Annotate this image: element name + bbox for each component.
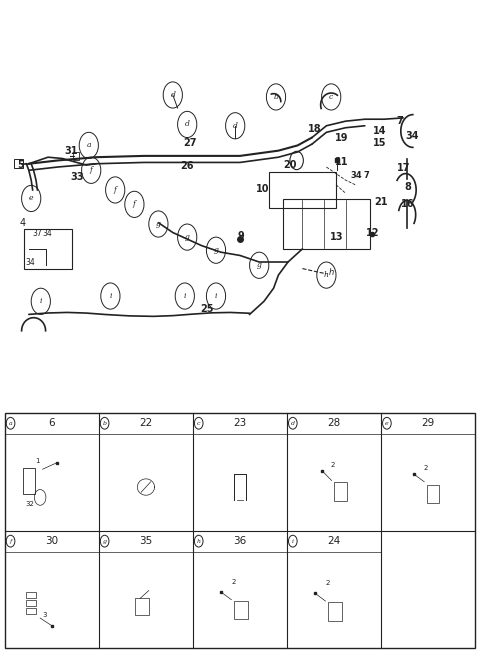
Text: g: g [103, 538, 107, 544]
Text: 25: 25 [201, 304, 214, 314]
Text: 23: 23 [233, 419, 247, 428]
Text: 17: 17 [397, 162, 411, 173]
Text: a: a [9, 421, 12, 426]
Text: 3: 3 [43, 612, 47, 618]
Bar [135, 599, 149, 615]
Text: c: c [329, 93, 333, 101]
Bar [269, 172, 336, 208]
Text: 37: 37 [33, 229, 42, 238]
Text: 16: 16 [401, 199, 415, 210]
Text: 2: 2 [231, 579, 236, 585]
Text: 21: 21 [374, 196, 387, 207]
Bar [5, 413, 475, 648]
Bar [234, 601, 248, 620]
Text: f: f [133, 200, 136, 208]
Bar [26, 608, 36, 614]
Text: 14: 14 [373, 126, 387, 136]
Text: e: e [385, 421, 389, 426]
Text: 35: 35 [139, 536, 153, 546]
Text: g: g [214, 246, 218, 254]
Text: 36: 36 [233, 536, 247, 546]
Text: i: i [292, 538, 294, 544]
Text: 9: 9 [238, 231, 244, 241]
Text: 1: 1 [36, 458, 40, 464]
Text: d: d [233, 122, 238, 130]
Text: c: c [197, 421, 201, 426]
Text: 29: 29 [421, 419, 435, 428]
Text: 12: 12 [366, 228, 379, 238]
Text: g: g [156, 220, 161, 228]
Text: 4: 4 [19, 218, 25, 228]
Text: i: i [183, 292, 186, 300]
Text: 22: 22 [139, 419, 153, 428]
Text: 15: 15 [373, 138, 387, 148]
Text: d: d [291, 421, 295, 426]
Text: 5: 5 [17, 160, 24, 170]
Text: 30: 30 [45, 536, 59, 546]
Text: 20: 20 [284, 160, 297, 170]
Text: 8: 8 [405, 182, 411, 193]
Bar [334, 482, 348, 502]
Bar [14, 159, 23, 168]
Text: 6: 6 [48, 419, 55, 428]
Bar [328, 602, 342, 622]
Text: 34: 34 [405, 131, 419, 141]
Text: f: f [90, 166, 93, 174]
Text: h: h [329, 268, 334, 277]
Text: i: i [39, 297, 42, 305]
Text: b: b [274, 93, 278, 101]
Text: 7: 7 [364, 171, 370, 180]
Text: 18: 18 [308, 124, 321, 134]
Text: 28: 28 [327, 419, 341, 428]
Text: 10: 10 [256, 183, 270, 194]
Bar [26, 592, 36, 599]
Text: 11: 11 [335, 157, 348, 168]
Text: 27: 27 [183, 138, 196, 148]
Text: b: b [103, 421, 107, 426]
Text: 31: 31 [64, 145, 78, 156]
Text: e: e [29, 195, 34, 202]
Bar [24, 229, 72, 269]
Text: h: h [324, 271, 329, 279]
Bar [283, 199, 370, 248]
Text: g: g [185, 233, 190, 241]
Text: 7: 7 [396, 116, 403, 126]
Text: 34: 34 [350, 171, 362, 180]
Text: 34: 34 [42, 229, 52, 238]
Text: d: d [185, 121, 190, 128]
Text: a: a [86, 141, 91, 149]
Text: 2: 2 [330, 462, 335, 468]
Text: d: d [170, 91, 175, 99]
Text: 33: 33 [70, 172, 84, 182]
Text: 32: 32 [26, 501, 35, 507]
Text: 2: 2 [423, 465, 428, 471]
Text: h: h [197, 538, 201, 544]
Text: f: f [10, 538, 12, 544]
Text: 34: 34 [25, 258, 35, 267]
Text: 19: 19 [335, 132, 348, 143]
Text: 26: 26 [180, 161, 194, 172]
Text: i: i [215, 292, 217, 300]
Text: 13: 13 [330, 232, 344, 242]
Bar [24, 468, 36, 494]
Bar [427, 485, 439, 504]
Text: i: i [109, 292, 112, 300]
Text: f: f [114, 186, 117, 194]
Bar [26, 600, 36, 607]
Bar [73, 152, 79, 160]
Text: 2: 2 [325, 580, 330, 586]
Text: 24: 24 [327, 536, 341, 546]
Text: g: g [257, 261, 262, 269]
